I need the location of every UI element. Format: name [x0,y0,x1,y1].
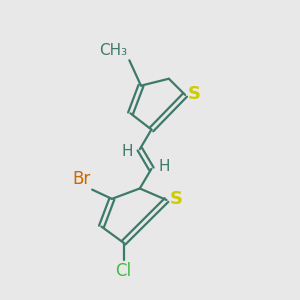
Text: Br: Br [72,170,90,188]
Text: H: H [158,159,170,174]
Text: Cl: Cl [116,262,132,280]
Text: S: S [169,190,182,208]
Text: H: H [121,144,133,159]
Text: S: S [188,85,201,103]
Text: CH₃: CH₃ [99,44,127,59]
